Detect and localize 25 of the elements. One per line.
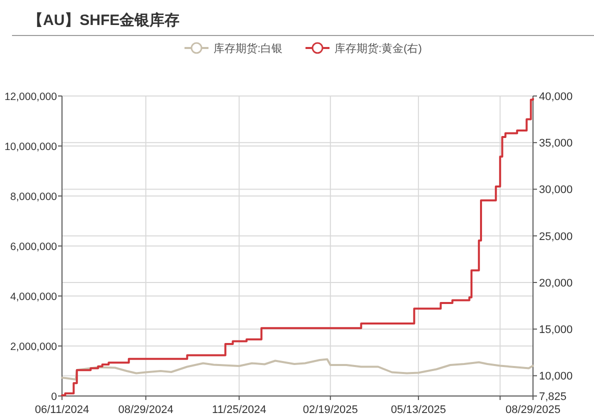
y-tick-label: 8,000,000 — [10, 191, 58, 203]
y2-tick-label: 30,000 — [539, 184, 573, 196]
y-tick-label: 12,000,000 — [4, 91, 58, 103]
y-tick-label: 10,000,000 — [4, 141, 58, 153]
x-tick-label: 08/29/2024 — [118, 404, 174, 416]
legend-label: 库存期货:白银 — [214, 42, 283, 55]
y-tick-label: 2,000,000 — [10, 341, 58, 353]
y2-tick-label: 25,000 — [539, 230, 573, 243]
y2-tick-label: 15,000 — [539, 324, 573, 336]
x-tick-label: 02/19/2025 — [302, 404, 358, 416]
x-tick-label: 06/11/2024 — [34, 404, 90, 416]
y-tick-label: 4,000,000 — [10, 291, 58, 303]
y2-tick-label: 10,000 — [539, 370, 573, 383]
y-tick-label: 0 — [51, 391, 58, 403]
line-series — [61, 358, 534, 380]
y2-tick-label: 40,000 — [539, 91, 573, 103]
x-tick-label: 05/13/2025 — [390, 404, 446, 416]
chart-title: 【AU】SHFE金银库存 — [28, 11, 180, 29]
y2-tick-label: 20,000 — [539, 277, 573, 290]
y-tick-label: 6,000,000 — [10, 241, 58, 253]
y2-tick-label: 35,000 — [539, 138, 573, 150]
x-tick-label: 11/25/2024 — [212, 404, 266, 416]
legend-label: 库存期货:黄金(右) — [334, 42, 422, 55]
x-tick-label: 08/29/2025 — [505, 404, 561, 416]
y2-tick-label: 7,825 — [539, 391, 567, 403]
